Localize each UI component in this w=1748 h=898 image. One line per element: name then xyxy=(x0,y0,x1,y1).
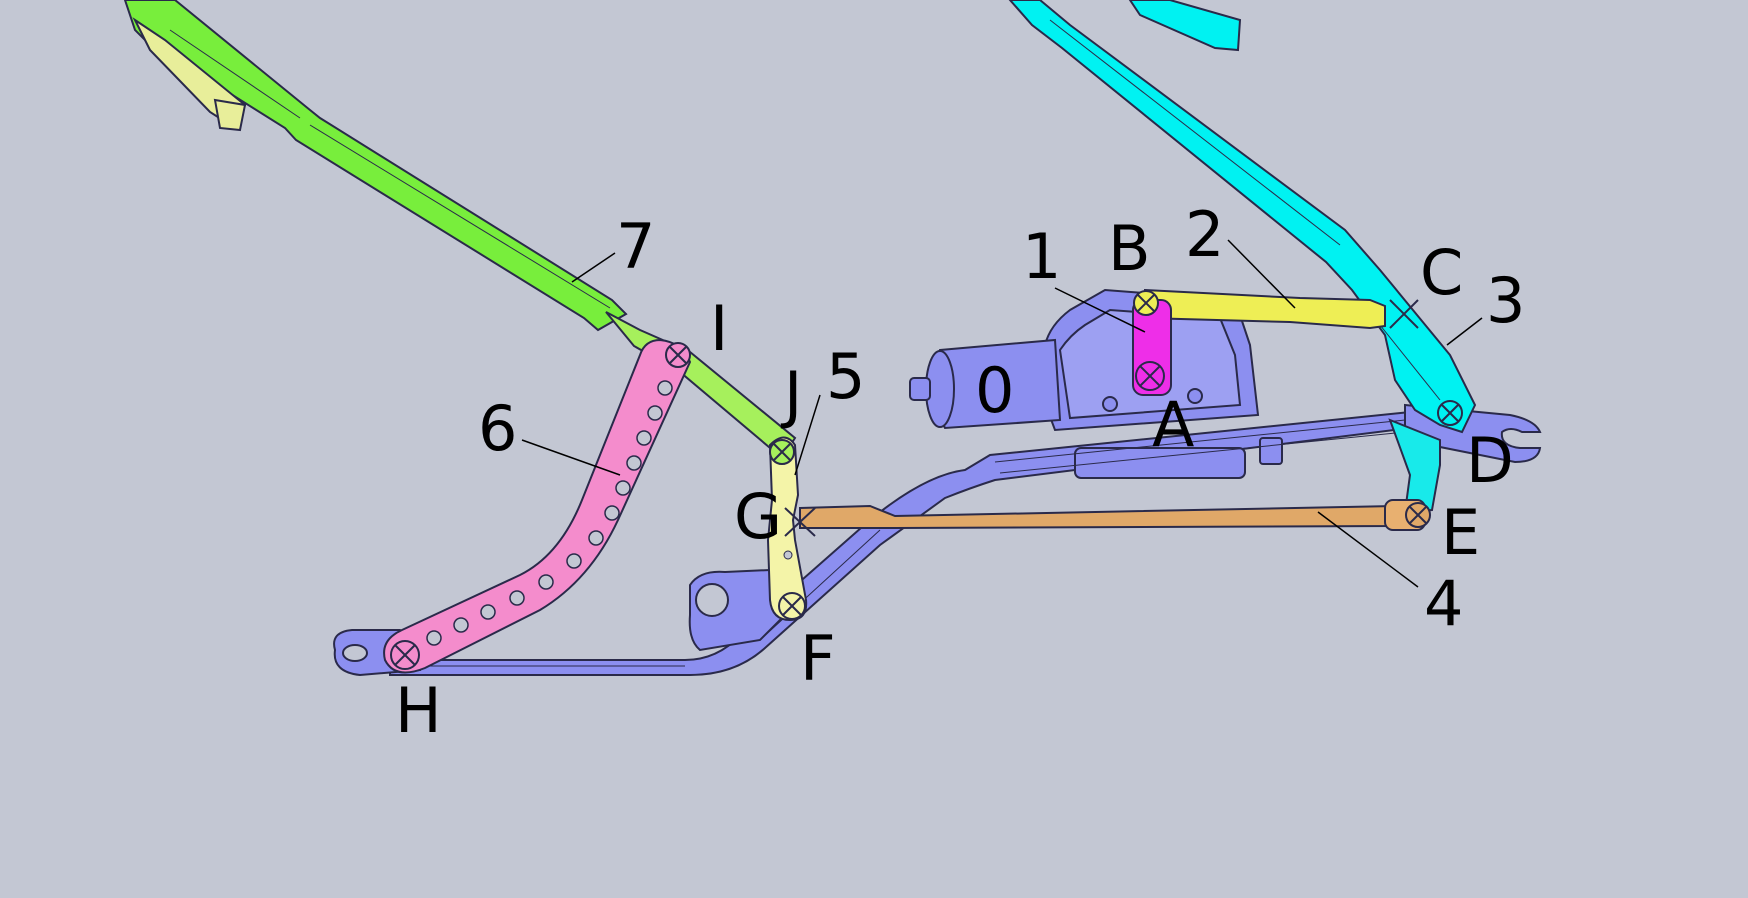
label-link-1: 1 xyxy=(1022,220,1061,293)
frame-body xyxy=(333,288,1542,677)
joint-markers xyxy=(390,290,1463,670)
label-joint-b: B xyxy=(1108,212,1151,285)
right-wiper-arm xyxy=(1008,0,1477,514)
label-link-6: 6 xyxy=(478,392,517,465)
label-joint-a: A xyxy=(1152,388,1194,461)
label-joint-d: D xyxy=(1466,424,1514,497)
label-joint-g: G xyxy=(734,480,782,553)
label-link-4: 4 xyxy=(1424,567,1463,640)
label-link-0: 0 xyxy=(975,354,1014,427)
left-wiper-arm-detail xyxy=(169,29,611,309)
label-joint-j: J xyxy=(780,358,802,431)
link-6 xyxy=(383,338,692,674)
label-link-3: 3 xyxy=(1486,264,1525,337)
label-joint-f: F xyxy=(800,622,836,695)
coupler-2 xyxy=(1144,288,1386,330)
link-5 xyxy=(766,436,808,622)
labels: 0 1 2 3 4 5 6 7 A B C D E F G H I J xyxy=(395,198,1525,747)
link-6-holes xyxy=(426,380,673,646)
label-link-7: 7 xyxy=(616,210,655,283)
frame-tube-highlights xyxy=(392,419,1406,667)
label-joint-e: E xyxy=(1441,496,1480,569)
label-link-5: 5 xyxy=(826,340,865,413)
label-link-2: 2 xyxy=(1185,198,1224,271)
left-wiper-arm xyxy=(123,0,797,460)
label-joint-i: I xyxy=(710,292,728,365)
leader-lines xyxy=(521,239,1483,588)
label-joint-h: H xyxy=(395,674,442,747)
label-joint-c: C xyxy=(1420,236,1463,309)
